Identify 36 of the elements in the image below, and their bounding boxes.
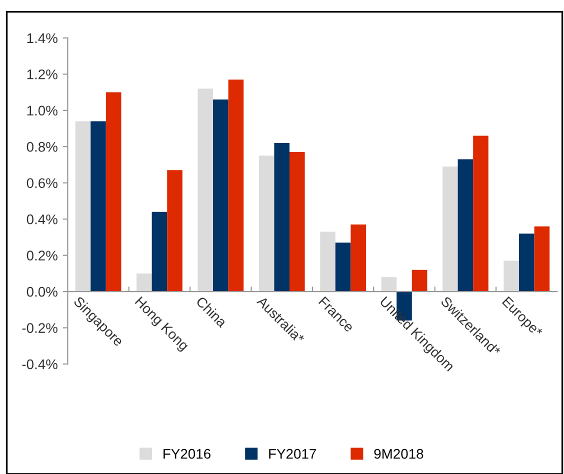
y-tick-label: 0.6%	[26, 178, 58, 188]
bar	[473, 136, 488, 292]
y-tick-label: 1.0%	[27, 106, 58, 116]
bar	[412, 270, 428, 292]
y-tick-label: -0.4%	[22, 359, 58, 370]
y-tick-label: 1.2%	[27, 69, 58, 80]
bar	[136, 273, 152, 292]
y-tick-label: -0.2%	[22, 323, 58, 333]
bar	[458, 159, 474, 292]
bar	[534, 226, 550, 292]
legend-label: 9M2018	[374, 448, 424, 459]
bar	[350, 224, 366, 292]
y-tick-label: 1.4%	[27, 33, 58, 44]
bar	[442, 166, 458, 292]
legend-label: FY2016	[164, 448, 210, 459]
bar	[228, 80, 244, 292]
bar	[381, 277, 397, 292]
bar	[167, 170, 182, 292]
y-tick-label: 0.0%	[26, 286, 58, 297]
bar	[106, 92, 122, 292]
legend-label: FY2017	[269, 448, 316, 459]
bar	[335, 242, 351, 292]
bar	[258, 156, 274, 292]
bar	[320, 232, 336, 292]
bar	[198, 88, 214, 292]
bar	[75, 121, 91, 292]
bar	[290, 152, 305, 292]
bar	[90, 121, 106, 292]
bar	[213, 100, 228, 292]
y-tick-label: 0.8%	[26, 142, 58, 152]
y-tick-label: 0.4%	[26, 214, 58, 224]
bar	[152, 212, 168, 292]
y-tick-label: 0.2%	[26, 250, 58, 260]
bar	[504, 260, 519, 292]
bar	[518, 234, 534, 292]
bar	[274, 143, 290, 292]
